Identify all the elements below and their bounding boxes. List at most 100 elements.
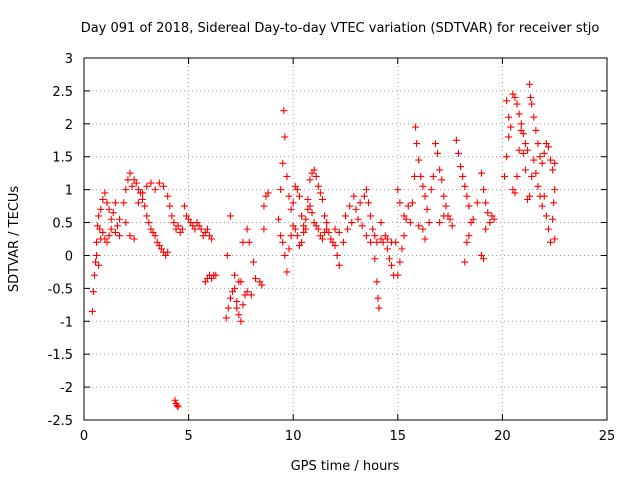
data-point [356, 199, 364, 207]
data-point [289, 199, 297, 207]
data-point [304, 196, 312, 204]
data-point [318, 235, 326, 243]
data-point [373, 278, 381, 286]
data-point [528, 172, 536, 180]
data-point [448, 222, 456, 230]
data-point [287, 232, 295, 240]
data-point [551, 186, 559, 194]
data-point [440, 212, 448, 220]
data-point [530, 113, 538, 121]
y-tick-labels: -2.5 -2 -1.5 -1 -0.5 0 0.5 1 1.5 2 2.5 3 [48, 52, 73, 429]
data-point [551, 159, 559, 167]
data-point [530, 156, 538, 164]
data-point [398, 245, 406, 253]
data-point [191, 225, 199, 233]
data-point [394, 186, 402, 194]
data-point [95, 261, 103, 269]
data-point [482, 225, 490, 233]
data-point [277, 232, 285, 240]
data-point [400, 232, 408, 240]
data-point [507, 123, 515, 131]
data-point [130, 235, 138, 243]
data-point [346, 202, 354, 210]
data-point [300, 228, 308, 236]
data-point [484, 209, 492, 217]
data-point [233, 298, 241, 306]
y-tick-label: 0 [65, 249, 73, 264]
data-point [540, 192, 548, 200]
data-point [122, 186, 130, 194]
data-point [480, 186, 488, 194]
data-point [344, 225, 352, 233]
data-point [515, 146, 523, 154]
data-point [258, 281, 266, 289]
data-point [279, 159, 287, 167]
data-point [95, 212, 103, 220]
data-point [134, 199, 142, 207]
data-point [99, 228, 107, 236]
data-point [538, 202, 546, 210]
data-point [239, 301, 247, 309]
data-point [459, 172, 467, 180]
data-point [103, 238, 111, 246]
gridlines [84, 58, 607, 420]
data-point [544, 225, 552, 233]
y-tick-label: 2 [65, 118, 73, 133]
data-point [352, 205, 360, 213]
data-point [412, 123, 420, 131]
data-point [249, 258, 257, 266]
data-point [360, 192, 368, 200]
data-point [463, 238, 471, 246]
data-point [145, 219, 153, 227]
data-point [277, 186, 285, 194]
data-point [515, 110, 523, 118]
y-tick-label: -0.5 [48, 282, 73, 297]
data-point [415, 156, 423, 164]
data-point [383, 235, 391, 243]
data-point [547, 238, 555, 246]
data-point [549, 166, 557, 174]
y-tick-label: 1.5 [52, 151, 73, 166]
data-point [371, 232, 379, 240]
data-point [362, 232, 370, 240]
data-point [367, 212, 375, 220]
data-point [166, 202, 174, 210]
data-point [333, 251, 341, 259]
data-point [367, 238, 375, 246]
data-point [245, 238, 253, 246]
data-point [226, 294, 234, 302]
data-point [431, 140, 439, 148]
data-point [388, 238, 396, 246]
data-point [178, 225, 186, 233]
plot-frame [83, 57, 608, 421]
data-point [151, 186, 159, 194]
data-point [243, 225, 251, 233]
data-point [111, 228, 119, 236]
data-point [339, 238, 347, 246]
data-point [348, 219, 356, 227]
data-point [124, 176, 132, 184]
data-point [298, 212, 306, 220]
data-point [306, 202, 314, 210]
data-point [511, 93, 519, 101]
data-point [203, 225, 211, 233]
y-tick-label: 1 [65, 184, 73, 199]
data-point [151, 232, 159, 240]
data-point [281, 251, 289, 259]
data-point [454, 149, 462, 157]
y-tick-label: -1.5 [48, 348, 73, 363]
data-point [521, 166, 529, 174]
data-point [247, 291, 255, 299]
data-point [442, 202, 450, 210]
data-point [413, 140, 421, 148]
data-point [295, 192, 303, 200]
data-point [383, 245, 391, 253]
data-point [482, 199, 490, 207]
x-tick-labels: 0 5 10 15 20 25 [80, 429, 615, 444]
y-tick-label: -2.5 [48, 414, 73, 429]
data-point [168, 212, 176, 220]
data-point [279, 238, 287, 246]
data-point [335, 261, 343, 269]
data-point [97, 205, 105, 213]
data-point [505, 113, 513, 121]
